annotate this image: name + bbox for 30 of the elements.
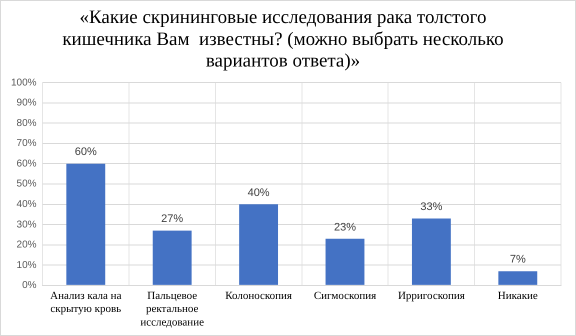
chart-title: «Какие скрининговые исследования рака толстого кишечника Вам известны? (можно выбрать несколько вариантов ответа)» <box>62 6 504 72</box>
y-tick-label: 20% <box>16 240 37 251</box>
x-tick-label: Ирригоскопия <box>398 290 465 302</box>
y-tick-label: 60% <box>16 158 37 170</box>
y-tick-label: 100% <box>11 77 37 88</box>
data-label: 40% <box>248 186 270 199</box>
bar <box>326 238 364 285</box>
x-tick-label: Пальцевое ректальное исследование <box>140 290 204 328</box>
bar <box>239 204 278 285</box>
data-label: 27% <box>161 213 184 226</box>
bar <box>66 164 106 285</box>
data-label: 60% <box>74 146 97 158</box>
y-tick-label: 40% <box>16 199 37 210</box>
y-tick-label: 50% <box>16 178 37 190</box>
y-tick-label: 70% <box>16 138 37 150</box>
data-label: 33% <box>420 200 443 213</box>
y-tick-label: 10% <box>16 260 37 271</box>
data-label: 7% <box>510 254 526 266</box>
y-tick-label: 30% <box>16 219 37 230</box>
y-tick-label: 90% <box>16 98 37 109</box>
bar <box>498 271 538 285</box>
bar <box>152 230 192 285</box>
x-tick-label: Никакие <box>498 290 538 302</box>
bar <box>412 218 451 285</box>
y-tick-label: 80% <box>16 118 37 129</box>
x-tick-label: Колоноскопия <box>225 290 292 302</box>
x-tick-label: Анализ кала на скрытую кровь <box>50 290 122 316</box>
x-tick-label: Сигмоскопия <box>314 290 376 302</box>
data-label: 23% <box>334 221 356 234</box>
y-tick-label: 0% <box>22 280 37 292</box>
